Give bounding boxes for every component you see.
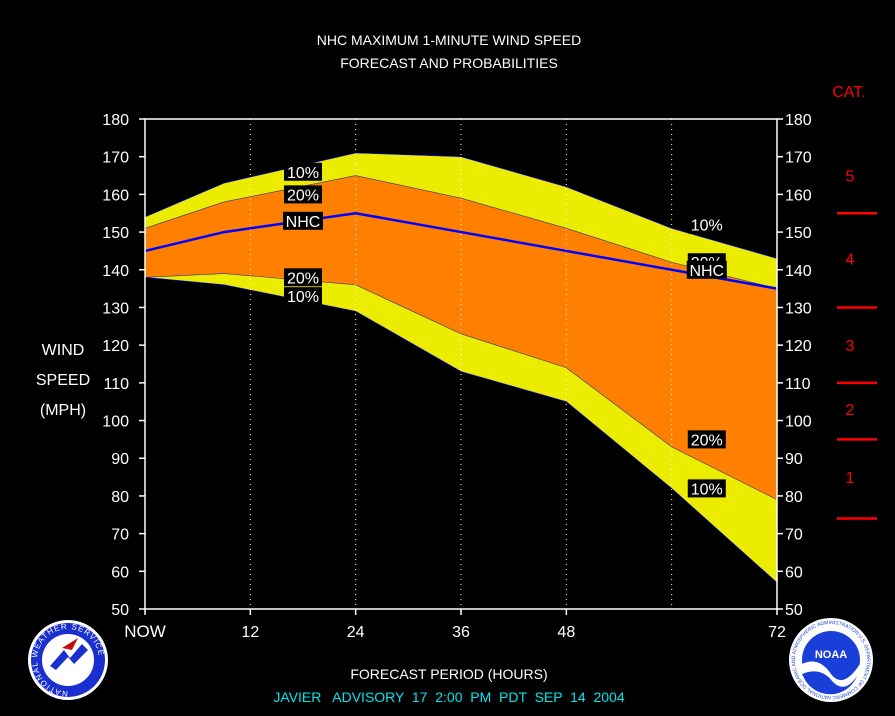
y-tick-label-right: 130 (785, 300, 812, 317)
series-label: 10% (691, 481, 723, 498)
y-tick-label-left: 170 (102, 150, 129, 167)
series-label-box (687, 430, 726, 449)
nws-logo: NATIONAL WEATHER SERVICE (28, 620, 108, 700)
series-label-box (687, 215, 726, 234)
noaa-logo-text: NOAA (815, 649, 847, 661)
x-tick-label: 12 (241, 624, 259, 641)
y-tick-label-left: 130 (102, 300, 129, 317)
y-tick-label-right: 90 (785, 451, 803, 468)
y-axis-label-speed: SPEED (36, 372, 90, 389)
y-tick-label-right: 180 (785, 112, 812, 129)
y-tick-label-left: 140 (102, 263, 129, 280)
y-tick-label-left: 110 (103, 376, 129, 393)
category-label: 1 (846, 470, 855, 487)
category-label: 2 (846, 402, 855, 419)
nhc-forecast-line (144, 211, 778, 290)
x-axis-label: FORECAST PERIOD (HOURS) (350, 666, 547, 682)
series-label: 10% (287, 289, 319, 306)
x-tick-label: 36 (452, 624, 470, 641)
y-tick-label-left: 120 (102, 338, 129, 355)
y-tick-label-right: 170 (785, 150, 812, 167)
series-label: 10% (287, 165, 319, 182)
advisory-footer: JAVIER ADVISORY 17 2:00 PM PDT SEP 14 20… (273, 689, 624, 705)
series-label-box (686, 260, 727, 279)
series-label-box (284, 287, 322, 306)
chart-title-line2: FORECAST AND PROBABILITIES (340, 55, 558, 71)
series-label-box (284, 185, 322, 204)
chart-title-line1: NHC MAXIMUM 1-MINUTE WIND SPEED (317, 32, 581, 48)
y-tick-label-right: 150 (785, 225, 812, 242)
x-tick-label: 24 (347, 624, 365, 641)
y-tick-label-left: 180 (102, 112, 129, 129)
y-tick-label-left: 50 (111, 602, 129, 619)
noaa-logo: NOAA NATIONAL OCEANIC AND ATMOSPHERIC AD… (789, 618, 873, 702)
y-tick-label-right: 110 (785, 376, 811, 393)
category-label: 4 (846, 251, 855, 268)
y-tick-label-right: 160 (785, 187, 812, 204)
y-tick-label-left: 160 (102, 187, 129, 204)
y-tick-label-right: 60 (785, 564, 803, 581)
cat-label: CAT. (832, 84, 865, 101)
category-label: 5 (846, 169, 855, 186)
series-label: 20% (691, 432, 723, 449)
x-tick-label: 48 (557, 624, 575, 641)
y-tick-label-right: 140 (785, 263, 812, 280)
series-label-box (687, 479, 726, 498)
series-label-box (284, 268, 322, 287)
series-label: NHC (689, 263, 724, 280)
y-tick-label-left: 90 (111, 451, 129, 468)
y-tick-label-left: 70 (111, 527, 129, 544)
y-tick-label-right: 70 (785, 527, 803, 544)
y-axis-label-wind: WIND (42, 342, 85, 359)
y-tick-label-right: 100 (785, 414, 812, 431)
x-tick-label: 72 (768, 624, 786, 641)
series-label: 10% (691, 218, 723, 235)
y-tick-label-left: 100 (102, 414, 129, 431)
y-axis-label-mph: (MPH) (40, 402, 86, 419)
y-tick-label-left: 80 (111, 489, 129, 506)
y-tick-label-left: 60 (111, 564, 129, 581)
y-tick-label-right: 50 (785, 602, 803, 619)
series-label: NHC (286, 214, 321, 231)
x-tick-label: NOW (124, 622, 166, 641)
series-label-box (284, 162, 322, 181)
y-tick-label-left: 150 (102, 225, 129, 242)
category-label: 3 (846, 338, 855, 355)
y-tick-label-right: 120 (785, 338, 812, 355)
series-label: 20% (287, 187, 319, 204)
y-tick-label-right: 80 (785, 489, 803, 506)
series-label-box (283, 211, 323, 230)
series-label: 20% (287, 270, 319, 287)
